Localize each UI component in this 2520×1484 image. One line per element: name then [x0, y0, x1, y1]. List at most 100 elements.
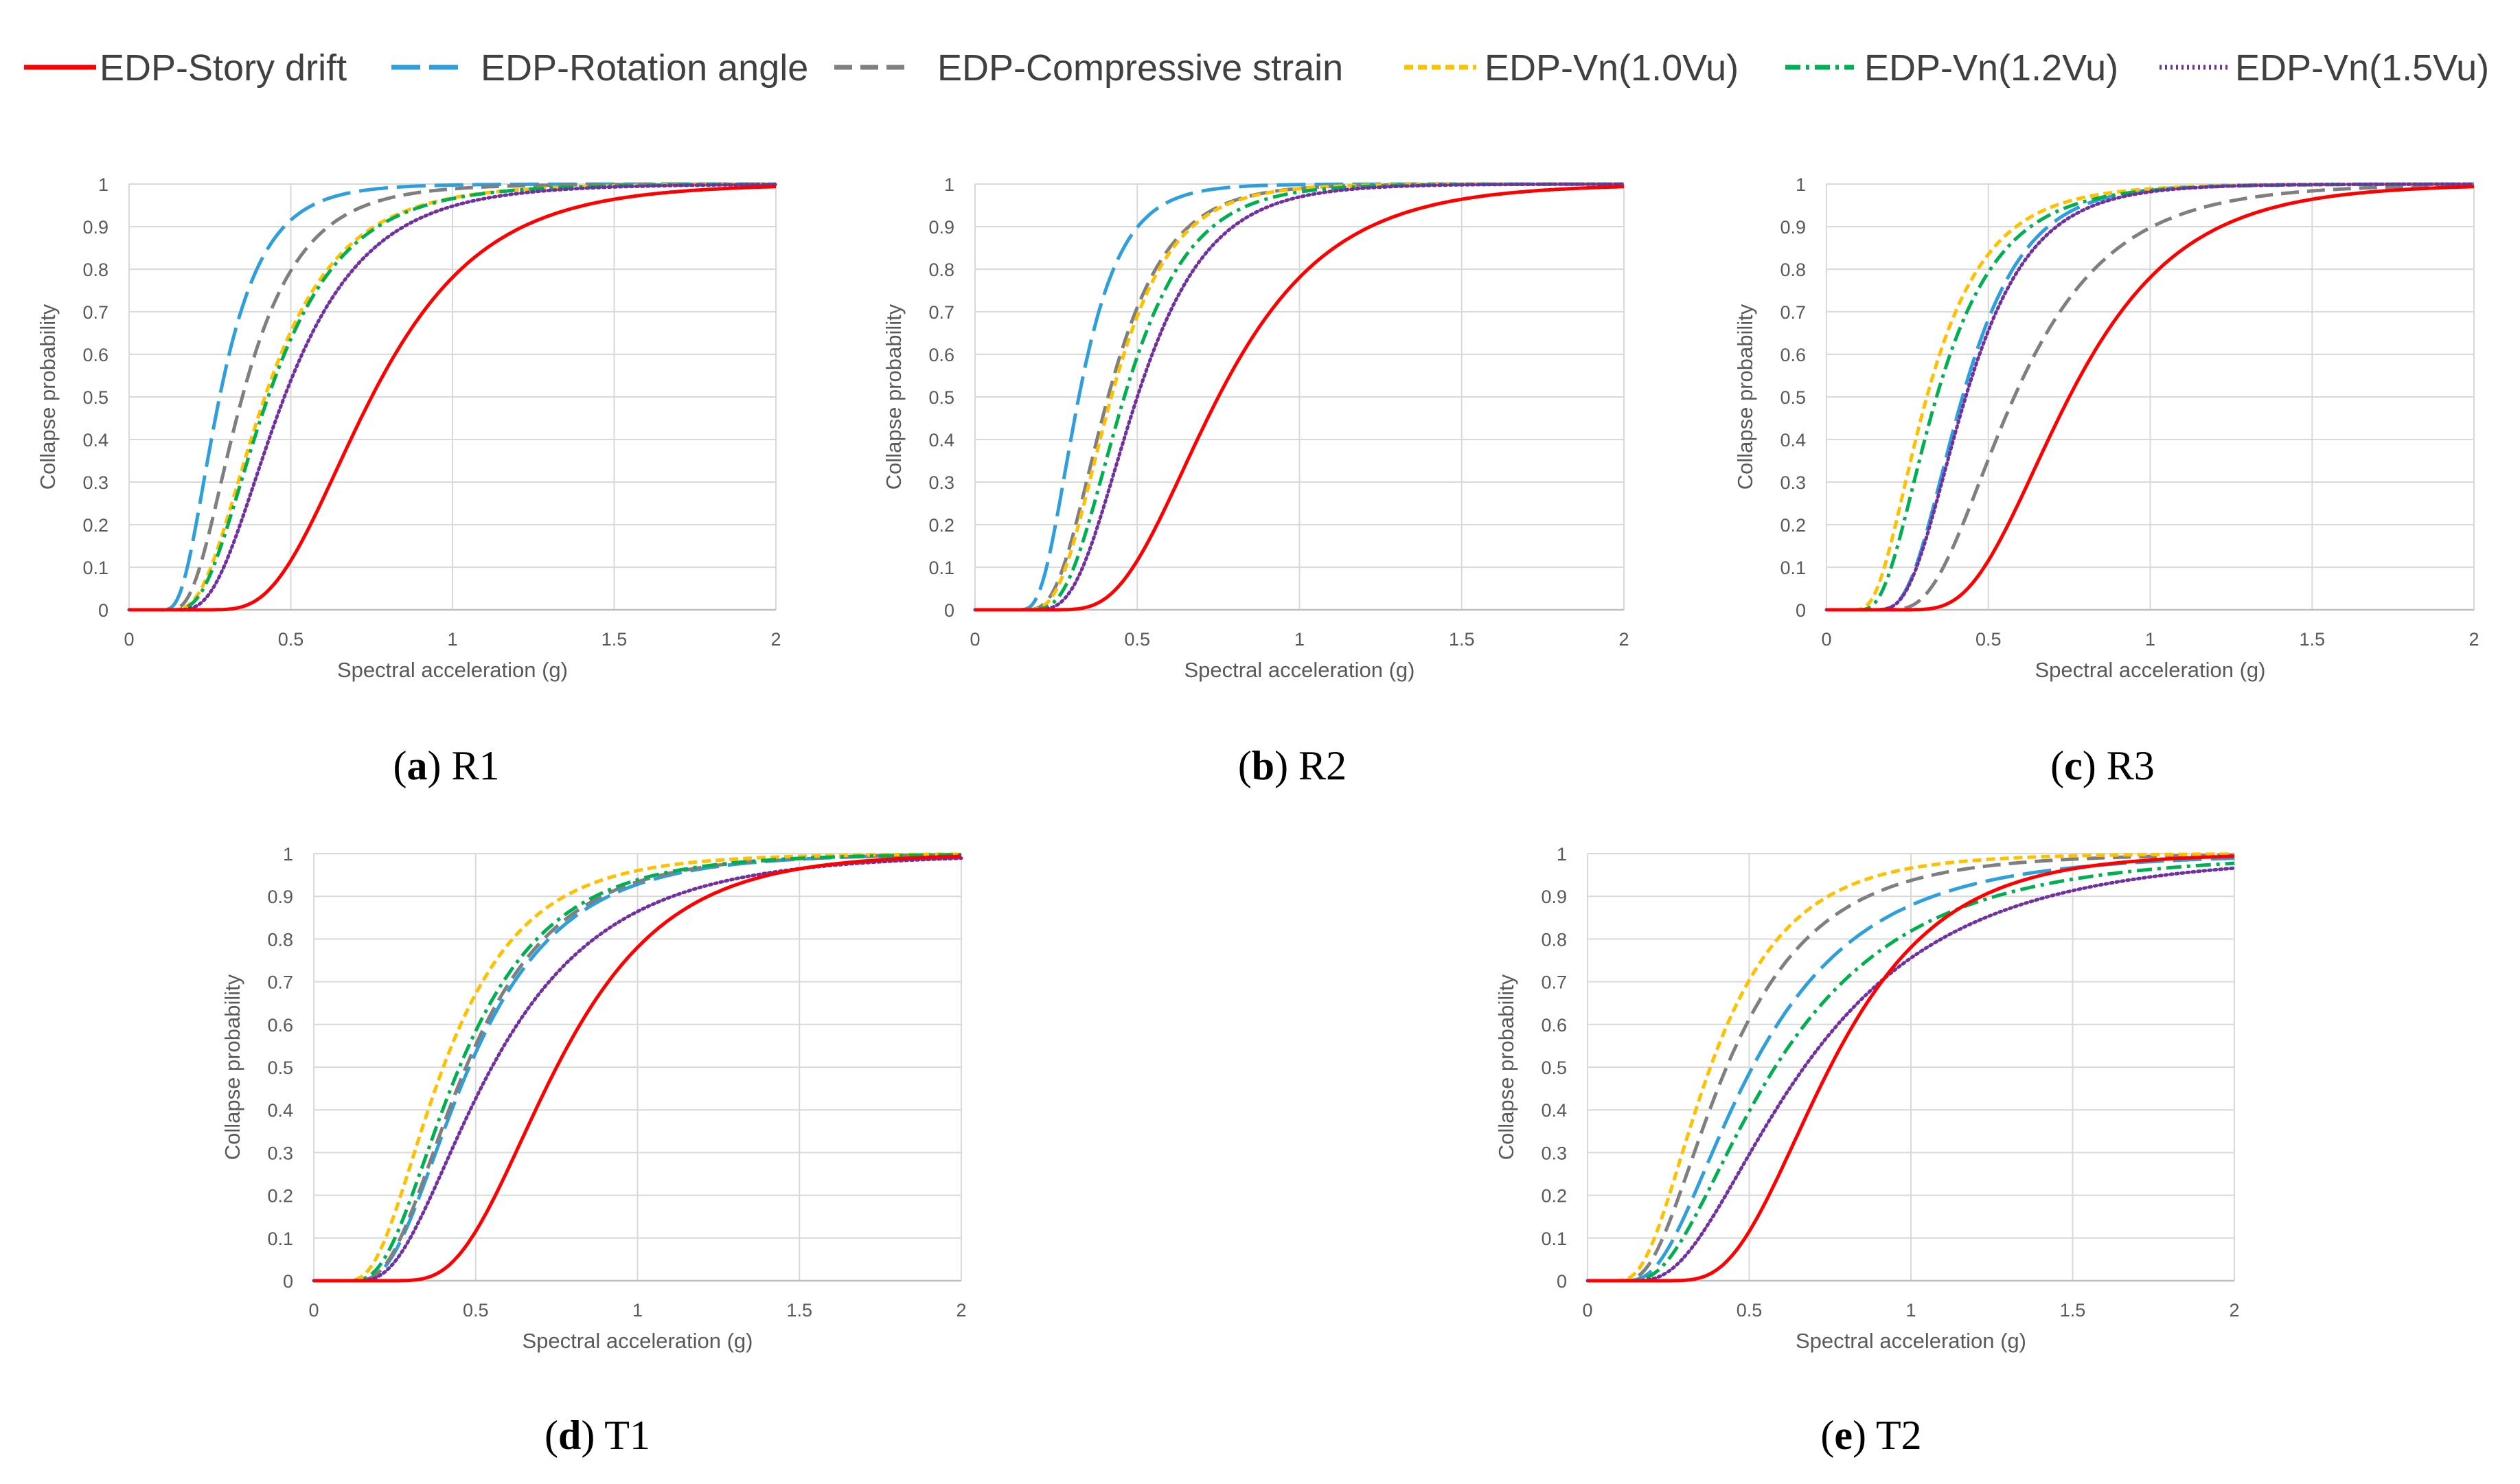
caption-open-paren: ( — [393, 743, 407, 788]
legend-entry-strain: EDP-Compressive strain — [834, 47, 1343, 89]
y-tick-label: 0 — [283, 1271, 293, 1292]
legend: EDP-Story drift EDP-Rotation angle EDP-Com… — [24, 47, 2489, 89]
legend-label-strain: EDP-Compressive strain — [937, 47, 1343, 89]
chart-panel-a: 0 0.1 0.2 0.3 0.4 0.5 0.6 0.7 0.8 0.9 1 0 0.5 1 1.5 2 Sp… — [36, 174, 781, 788]
y-tick-label: 0.3 — [267, 1143, 293, 1163]
y-tick-label: 0 — [1557, 1271, 1567, 1292]
x-tick-label: 2 — [1618, 629, 1629, 650]
series-line-story — [1826, 185, 2475, 612]
x-tick-label: 1.5 — [2299, 629, 2325, 650]
y-tick-label: 0.1 — [928, 558, 954, 578]
chart-panels: 0 0.1 0.2 0.3 0.4 0.5 0.6 0.7 0.8 0.9 1 0 0.5 1 1.5 2 Sp… — [36, 174, 2479, 1458]
caption-open-paren: ( — [1820, 1413, 1834, 1458]
x-axis-label: Spectral acceleration (g) — [1796, 1329, 2026, 1353]
caption-letter: b — [1252, 743, 1274, 788]
x-tick-label: 0.5 — [463, 1300, 489, 1321]
caption-open-paren: ( — [1238, 743, 1252, 788]
y-tick-label: 0 — [944, 600, 954, 621]
y-tick-label: 0.6 — [928, 345, 954, 365]
gridlines — [974, 183, 1625, 610]
caption-name: R1 — [451, 743, 499, 788]
caption-close-paren: ) — [1274, 743, 1298, 788]
y-axis-label: Collapse probability — [220, 974, 244, 1160]
chart-panel-b: 0 0.1 0.2 0.3 0.4 0.5 0.6 0.7 0.8 0.9 1 0 0.5 1 1.5 2 Sp… — [882, 174, 1629, 788]
x-tick-label: 1.5 — [786, 1300, 812, 1321]
x-tick-label: 1 — [632, 1300, 643, 1321]
y-tick-label: 0.7 — [928, 302, 954, 323]
caption-close-paren: ) — [1853, 1413, 1876, 1458]
series-line-vn15 — [127, 183, 778, 612]
series-line-story — [129, 185, 777, 612]
y-tick-label: 0.5 — [928, 387, 954, 408]
x-tick-label: 2 — [2469, 629, 2479, 650]
y-tick-label: 0.9 — [82, 217, 108, 238]
y-tick-label: 0.3 — [1780, 472, 1806, 493]
series-line-vn15 — [1585, 866, 2236, 1283]
chart-panel-d: 0 0.1 0.2 0.3 0.4 0.5 0.6 0.7 0.8 0.9 1 0 0.5 1 1.5 2 Sp… — [220, 844, 967, 1458]
y-tick-label: 0.2 — [1780, 515, 1806, 536]
series-line-rotation — [1588, 856, 2235, 1283]
y-tick-label: 0.5 — [267, 1058, 293, 1078]
y-tick-label: 0.4 — [82, 430, 108, 450]
y-tick-label: 0.6 — [82, 345, 108, 365]
x-tick-label: 0 — [308, 1300, 319, 1321]
y-tick-label: 1 — [98, 174, 108, 195]
x-tick-label: 2 — [770, 629, 781, 650]
series-line-vn15 — [1824, 182, 2476, 612]
x-tick-label: 0.5 — [278, 629, 304, 650]
caption-letter: e — [1834, 1413, 1853, 1458]
y-tick-label: 0.4 — [267, 1100, 293, 1121]
y-tick-label: 0.7 — [267, 972, 293, 993]
y-tick-label: 0.1 — [1780, 558, 1806, 578]
caption-name: T1 — [604, 1413, 650, 1458]
x-tick-label: 0 — [1582, 1300, 1592, 1321]
y-tick-label: 0.9 — [1780, 217, 1806, 238]
gridlines — [128, 183, 777, 610]
y-tick-label: 0.8 — [1780, 260, 1806, 280]
y-tick-label: 0 — [1796, 600, 1806, 621]
caption-letter: a — [406, 743, 427, 788]
y-tick-label: 0.3 — [1541, 1143, 1567, 1163]
series-line-vn12 — [314, 853, 961, 1283]
caption-letter: c — [2064, 743, 2083, 788]
caption-name: R2 — [1298, 743, 1347, 788]
caption-close-paren: ) — [2083, 743, 2107, 788]
x-tick-label: 2 — [2229, 1300, 2239, 1321]
x-tick-label: 2 — [956, 1300, 966, 1321]
y-tick-label: 0.7 — [1541, 972, 1567, 993]
y-axis-label: Collapse probability — [882, 304, 906, 490]
caption-open-paren: ( — [545, 1413, 558, 1458]
caption-open-paren: ( — [2050, 743, 2064, 788]
series-line-story — [314, 854, 962, 1283]
x-tick-label: 1 — [447, 629, 457, 650]
x-tick-label: 1 — [1294, 629, 1305, 650]
y-tick-label: 0 — [98, 600, 108, 621]
y-tick-label: 0.6 — [1780, 345, 1806, 365]
legend-label-rotation: EDP-Rotation angle — [481, 47, 808, 89]
y-tick-label: 0.9 — [1541, 887, 1567, 907]
y-tick-label: 0.2 — [82, 515, 108, 536]
legend-label-vn15: EDP-Vn(1.5Vu) — [2235, 47, 2489, 89]
legend-label-story: EDP-Story drift — [100, 47, 347, 89]
series-line-story — [975, 185, 1625, 612]
y-tick-label: 0.5 — [82, 387, 108, 408]
y-axis-label: Collapse probability — [36, 304, 60, 490]
x-tick-label: 0 — [1821, 629, 1831, 650]
y-tick-label: 1 — [1557, 844, 1567, 865]
x-tick-label: 1 — [1905, 1300, 1916, 1321]
caption-letter: d — [558, 1413, 581, 1458]
x-axis-label: Spectral acceleration (g) — [337, 658, 568, 682]
panel-caption: (b) R2 — [1238, 743, 1347, 788]
y-tick-label: 0.9 — [267, 887, 293, 907]
y-tick-label: 0.5 — [1780, 387, 1806, 408]
panel-caption: (c) R3 — [2050, 743, 2155, 788]
y-tick-label: 0.8 — [267, 929, 293, 950]
y-tick-label: 0.4 — [928, 430, 954, 450]
series-line-story — [1588, 854, 2235, 1283]
y-tick-label: 0.1 — [82, 558, 108, 578]
y-tick-label: 0.2 — [267, 1186, 293, 1207]
caption-close-paren: ) — [581, 1413, 604, 1458]
series-line-strain — [1588, 853, 2234, 1283]
y-tick-label: 0.1 — [267, 1229, 293, 1249]
y-tick-label: 0.7 — [1780, 302, 1806, 323]
